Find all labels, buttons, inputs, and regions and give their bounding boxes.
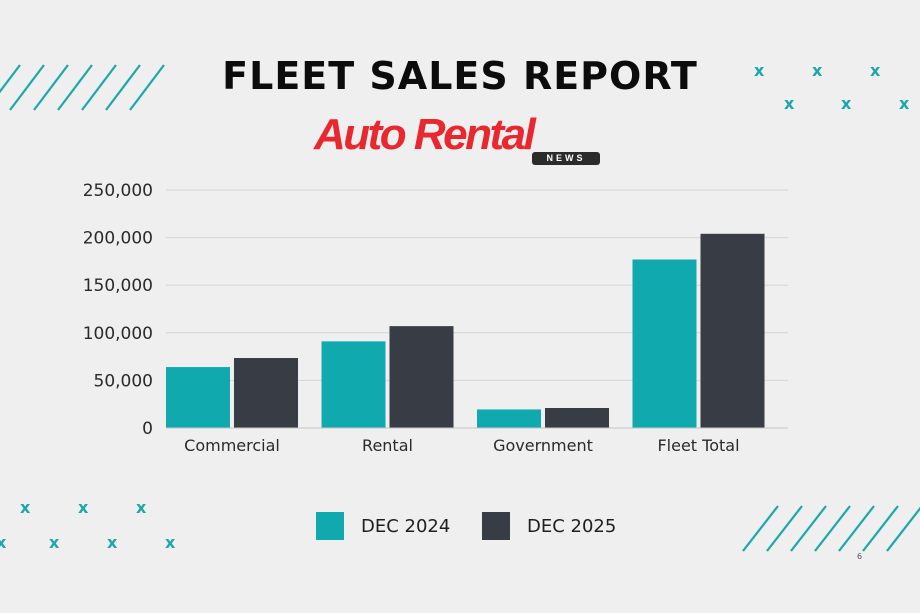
bar-commercial-dec-2024	[166, 367, 230, 428]
logo-news-badge: NEWS	[532, 152, 600, 165]
x-tick-label: Rental	[362, 436, 413, 455]
x-mark-icon: x	[0, 533, 7, 552]
x-mark-icon: x	[812, 61, 823, 80]
stripe-decoration-bottom-right	[742, 505, 920, 552]
x-mark-icon: x	[107, 533, 118, 552]
page-number: 6	[857, 552, 863, 561]
legend-swatch-dec-2024	[316, 512, 344, 540]
bar-rental-dec-2025	[389, 326, 454, 428]
x-mark-icon: x	[20, 498, 31, 517]
y-tick-label: 200,000	[83, 229, 153, 249]
x-mark-icon: x	[136, 498, 147, 517]
bar-government-dec-2024	[477, 409, 541, 428]
logo-wordmark: Auto Rental	[314, 110, 536, 159]
x-mark-icon: x	[49, 533, 60, 552]
y-tick-label: 50,000	[94, 371, 153, 391]
y-tick-label: 250,000	[83, 181, 153, 201]
legend-label-dec-2024: DEC 2024	[361, 516, 451, 537]
x-tick-label: Fleet Total	[657, 436, 739, 455]
x-tick-label: Government	[493, 436, 593, 455]
x-tick-label: Commercial	[184, 436, 280, 455]
x-mark-icon: x	[870, 61, 881, 80]
legend-label-dec-2025: DEC 2025	[527, 516, 617, 537]
stripe-decoration-top-left	[0, 64, 165, 111]
bar-fleet-total-dec-2025	[700, 233, 765, 428]
y-tick-label: 150,000	[83, 276, 153, 296]
x-mark-icon: x	[78, 498, 89, 517]
y-tick-label: 100,000	[83, 324, 153, 344]
auto-rental-news-logo: Auto Rental NEWS	[314, 112, 604, 168]
x-mark-icon: x	[899, 94, 910, 113]
x-mark-icon: x	[841, 94, 852, 113]
bar-fleet-total-dec-2024	[632, 259, 697, 428]
bar-rental-dec-2024	[321, 341, 386, 428]
legend-swatch-dec-2025	[482, 512, 510, 540]
x-mark-icon: x	[165, 533, 176, 552]
x-mark-icon: x	[754, 61, 765, 80]
page-title: FLEET SALES REPORT	[222, 54, 698, 98]
x-mark-icon: x	[784, 94, 795, 113]
bar-commercial-dec-2025	[234, 358, 298, 428]
bar-government-dec-2025	[545, 408, 609, 428]
y-tick-label: 0	[142, 419, 153, 439]
